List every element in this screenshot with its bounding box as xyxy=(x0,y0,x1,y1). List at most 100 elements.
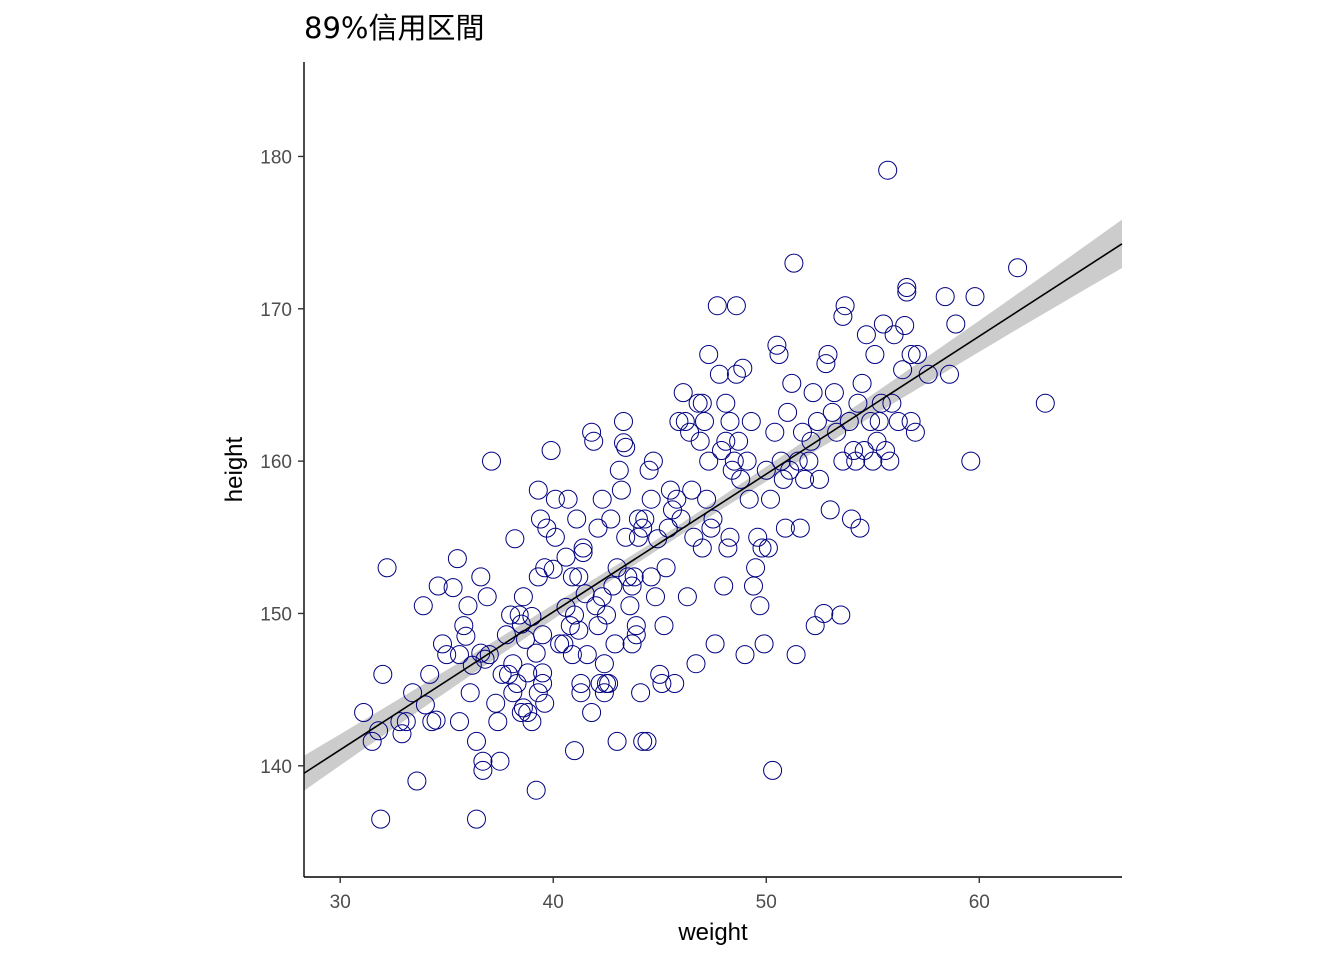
data-point xyxy=(513,698,533,718)
data-point xyxy=(854,441,874,460)
data-point xyxy=(616,437,636,457)
data-point xyxy=(726,296,746,316)
data-point xyxy=(833,451,853,471)
data-point xyxy=(701,518,721,538)
data-point xyxy=(754,634,774,654)
data-point xyxy=(897,278,917,297)
data-point xyxy=(935,287,955,307)
data-point xyxy=(628,509,648,529)
data-point xyxy=(1035,393,1055,413)
data-point xyxy=(961,451,981,471)
data-point xyxy=(893,360,913,380)
data-point xyxy=(901,412,921,431)
data-point xyxy=(592,489,612,509)
y-tick-label: 160 xyxy=(260,452,292,473)
data-point xyxy=(801,431,821,451)
data-point xyxy=(750,596,770,616)
data-point xyxy=(554,634,574,654)
data-point xyxy=(541,441,561,460)
data-point xyxy=(473,751,493,771)
y-tick-label: 140 xyxy=(260,757,292,778)
data-point xyxy=(831,605,851,625)
data-point xyxy=(571,674,591,693)
data-point xyxy=(692,538,712,558)
data-point xyxy=(618,567,638,587)
data-point xyxy=(471,567,491,587)
data-point xyxy=(535,558,555,578)
data-point xyxy=(901,345,921,364)
data-point xyxy=(428,576,448,596)
data-point xyxy=(735,645,755,665)
x-axis-title: weight xyxy=(677,919,748,946)
data-point xyxy=(692,393,712,413)
data-point xyxy=(876,441,895,460)
data-point xyxy=(477,587,497,607)
data-point xyxy=(354,703,374,722)
data-point xyxy=(518,663,538,683)
data-point xyxy=(582,703,602,722)
data-point xyxy=(528,480,548,500)
data-point xyxy=(594,654,614,674)
data-point xyxy=(846,451,866,471)
data-point xyxy=(737,451,757,471)
data-point xyxy=(761,489,780,509)
data-point xyxy=(635,509,655,529)
data-point xyxy=(533,625,553,645)
data-point xyxy=(473,760,493,780)
data-point xyxy=(420,664,440,684)
data-point xyxy=(746,558,766,578)
data-point xyxy=(827,422,847,442)
data-point xyxy=(765,422,785,442)
data-point xyxy=(594,683,614,703)
data-point xyxy=(620,596,640,616)
data-point xyxy=(454,616,474,636)
data-point xyxy=(908,345,927,364)
data-point xyxy=(550,634,570,654)
data-point xyxy=(396,712,416,732)
data-point xyxy=(861,412,881,431)
y-tick-label: 170 xyxy=(260,300,292,321)
x-tick-label: 30 xyxy=(330,892,351,913)
data-point xyxy=(624,567,644,587)
data-point xyxy=(888,412,908,431)
data-point xyxy=(611,480,631,500)
data-point xyxy=(729,431,749,451)
data-point xyxy=(503,683,523,703)
data-point xyxy=(673,383,693,403)
data-point xyxy=(748,527,768,547)
data-point xyxy=(482,451,501,471)
data-point xyxy=(795,469,815,489)
data-point xyxy=(965,287,985,307)
data-point xyxy=(733,358,753,378)
data-point xyxy=(522,712,542,732)
data-point xyxy=(614,433,633,453)
data-point xyxy=(631,683,651,703)
data-point xyxy=(699,345,719,364)
data-point xyxy=(805,616,825,636)
data-point xyxy=(869,412,889,431)
data-point xyxy=(486,693,506,713)
data-point xyxy=(592,587,612,607)
data-point xyxy=(799,451,819,471)
x-tick-label: 60 xyxy=(969,892,990,913)
data-point xyxy=(407,771,427,791)
data-point xyxy=(724,451,744,471)
data-point xyxy=(790,518,810,538)
x-axis-ticks: 30 40 50 60 xyxy=(330,877,990,913)
data-point xyxy=(1008,258,1028,278)
data-point xyxy=(565,605,584,625)
data-point xyxy=(415,695,435,715)
data-point xyxy=(607,731,627,751)
data-point xyxy=(637,731,657,751)
data-point xyxy=(503,654,523,674)
data-point xyxy=(577,645,597,665)
data-point xyxy=(513,587,533,607)
data-point xyxy=(650,664,670,684)
data-point xyxy=(744,576,763,596)
data-point xyxy=(822,402,842,422)
data-point xyxy=(562,645,582,665)
regression-line xyxy=(303,243,1123,774)
x-tick-label: 40 xyxy=(543,892,564,913)
data-point xyxy=(878,160,898,180)
